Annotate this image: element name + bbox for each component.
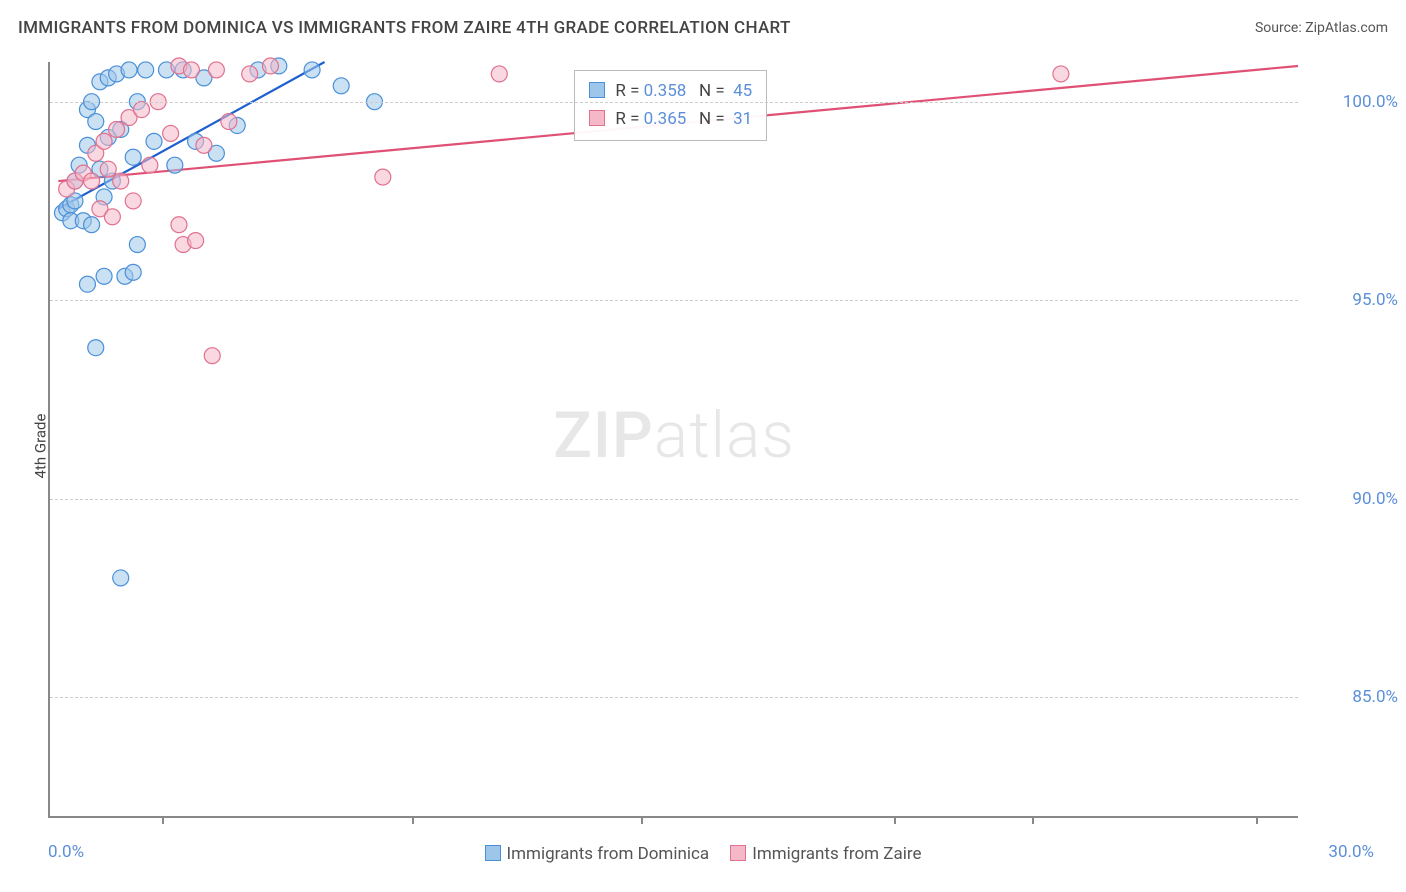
data-point <box>242 66 258 82</box>
data-point <box>104 209 120 225</box>
data-point <box>109 121 125 137</box>
data-point <box>134 102 150 118</box>
legend-swatch <box>730 845 746 861</box>
data-point <box>375 169 391 185</box>
data-point <box>163 125 179 141</box>
y-tick-label: 95.0% <box>1308 290 1398 310</box>
series-swatch <box>589 82 605 98</box>
data-point <box>183 62 199 78</box>
data-point <box>196 137 212 153</box>
gridline <box>50 102 1298 103</box>
y-tick-label: 100.0% <box>1308 92 1398 112</box>
data-point <box>304 62 320 78</box>
data-point <box>84 217 100 233</box>
data-point <box>208 62 224 78</box>
series-swatch <box>589 110 605 126</box>
y-axis-title: 4th Grade <box>31 414 49 479</box>
x-tick <box>1032 816 1034 824</box>
chart-header: IMMIGRANTS FROM DOMINICA VS IMMIGRANTS F… <box>18 18 1388 38</box>
gridline <box>50 697 1298 698</box>
data-point <box>84 173 100 189</box>
data-point <box>204 348 220 364</box>
data-point <box>333 78 349 94</box>
data-point <box>129 237 145 253</box>
stat-row: R = 0.365 N = 31 <box>589 105 752 134</box>
data-point <box>113 570 129 586</box>
data-point <box>491 66 507 82</box>
legend-label: Immigrants from Dominica <box>507 844 710 864</box>
data-point <box>125 264 141 280</box>
data-point <box>171 217 187 233</box>
correlation-stats-box: R = 0.358 N = 45 R = 0.365 N = 31 <box>574 70 767 142</box>
data-point <box>79 276 95 292</box>
legend-swatch <box>485 845 501 861</box>
data-point <box>138 62 154 78</box>
data-point <box>88 340 104 356</box>
data-point <box>96 133 112 149</box>
data-point <box>1053 66 1069 82</box>
data-point <box>188 233 204 249</box>
data-point <box>221 114 237 130</box>
data-point <box>88 114 104 130</box>
gridline <box>50 499 1298 500</box>
data-point <box>142 157 158 173</box>
data-point <box>100 161 116 177</box>
data-point <box>125 193 141 209</box>
x-tick <box>162 816 164 824</box>
chart-title: IMMIGRANTS FROM DOMINICA VS IMMIGRANTS F… <box>18 18 791 38</box>
y-tick-label: 90.0% <box>1308 489 1398 509</box>
data-point <box>146 133 162 149</box>
data-point <box>96 268 112 284</box>
gridline <box>50 300 1298 301</box>
data-point <box>125 149 141 165</box>
series-legend: Immigrants from Dominica Immigrants from… <box>0 844 1406 864</box>
data-point <box>121 62 137 78</box>
x-tick <box>1256 816 1258 824</box>
legend-label: Immigrants from Zaire <box>752 844 921 864</box>
data-point <box>113 173 129 189</box>
data-point <box>167 157 183 173</box>
chart-plot-area: ZIPatlas R = 0.358 N = 45 R = 0.365 N = … <box>48 62 1298 818</box>
x-tick <box>894 816 896 824</box>
scatter-svg <box>50 62 1298 816</box>
x-tick <box>412 816 414 824</box>
x-tick <box>641 816 643 824</box>
data-point <box>262 58 278 74</box>
chart-source: Source: ZipAtlas.com <box>1255 20 1388 36</box>
y-tick-label: 85.0% <box>1308 687 1398 707</box>
